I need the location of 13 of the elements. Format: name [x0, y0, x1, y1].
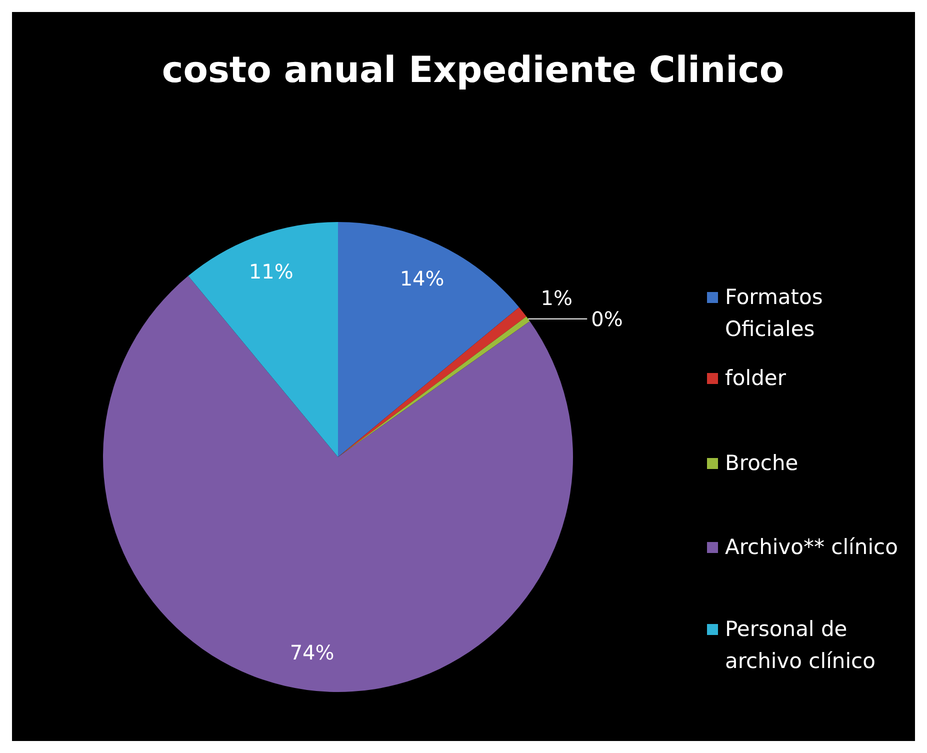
data-label: 14%	[400, 266, 444, 290]
legend-label: Personal de archivo clínico	[725, 617, 876, 673]
chart-title: costo anual Expediente Clinico	[162, 50, 784, 91]
pie-slice	[188, 222, 338, 457]
data-label: 11%	[248, 259, 294, 284]
legend-label: folder	[725, 366, 786, 390]
data-label: 0%	[591, 306, 623, 331]
data-label: 1%	[540, 286, 573, 310]
pie-slice	[338, 222, 520, 457]
legend-label: Broche	[725, 451, 798, 475]
legend-label: Formatos Oficiales	[725, 285, 823, 341]
data-label: 74%	[290, 640, 334, 665]
legend-label: Archivo** clínico	[725, 535, 898, 559]
